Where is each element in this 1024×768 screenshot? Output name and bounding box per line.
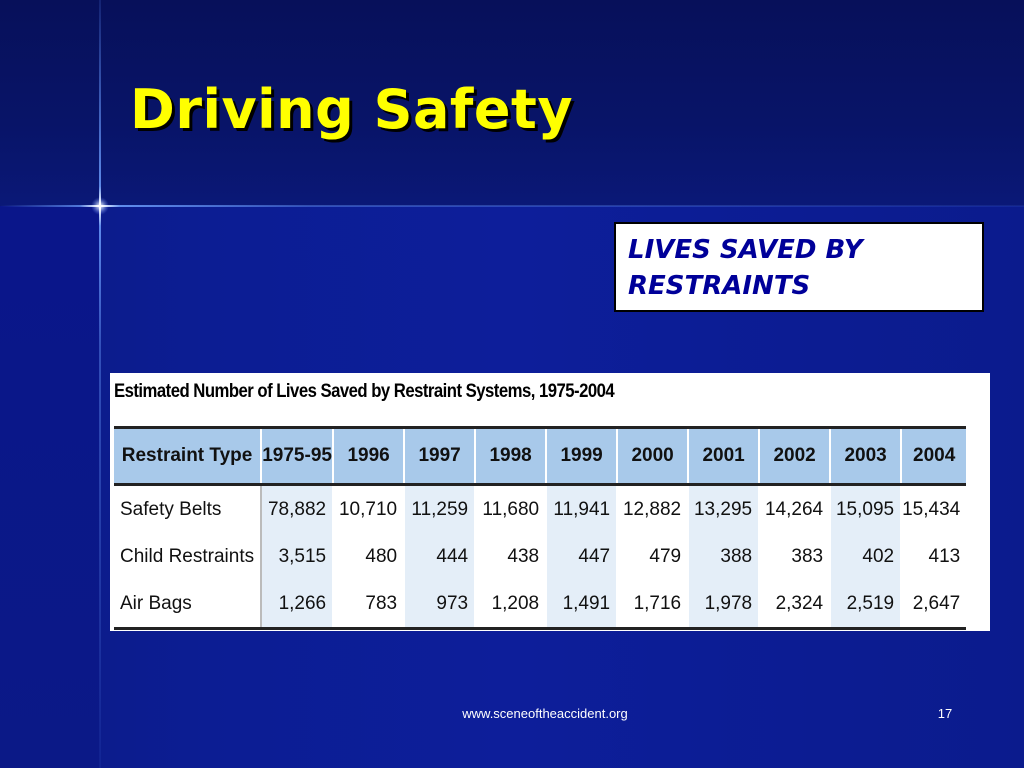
table-cell: 2,519 bbox=[830, 580, 903, 630]
table-row: Air Bags 1,266 783 973 1,208 1,491 1,716… bbox=[114, 580, 967, 630]
table-cell: 388 bbox=[688, 533, 761, 580]
table-cell: 783 bbox=[333, 580, 406, 630]
table-cell: 10,710 bbox=[333, 484, 406, 533]
column-header: 1997 bbox=[404, 426, 477, 486]
table-cell: 444 bbox=[404, 533, 477, 580]
row-label: Child Restraints bbox=[114, 533, 263, 580]
column-header: 2000 bbox=[617, 426, 690, 486]
table-panel: Estimated Number of Lives Saved by Restr… bbox=[110, 373, 990, 631]
table-cell: 15,095 bbox=[830, 484, 903, 533]
column-header: Restraint Type bbox=[114, 426, 263, 486]
lives-saved-table: Restraint Type 1975-95 1996 1997 1998 19… bbox=[114, 426, 967, 630]
table-cell: 973 bbox=[404, 580, 477, 630]
table-cell: 1,208 bbox=[475, 580, 548, 630]
sparkle-star-icon bbox=[80, 186, 120, 226]
column-header: 2004 bbox=[901, 426, 967, 486]
table-cell: 1,491 bbox=[546, 580, 619, 630]
column-header: 2001 bbox=[688, 426, 761, 486]
table-cell: 3,515 bbox=[261, 533, 335, 580]
table-cell: 11,259 bbox=[404, 484, 477, 533]
row-label: Safety Belts bbox=[114, 484, 263, 533]
column-header: 1999 bbox=[546, 426, 619, 486]
table-row: Safety Belts 78,882 10,710 11,259 11,680… bbox=[114, 484, 967, 533]
vertical-accent-line bbox=[99, 0, 101, 768]
table-cell: 383 bbox=[759, 533, 832, 580]
column-header: 1996 bbox=[333, 426, 406, 486]
column-header: 1975-95 bbox=[261, 426, 335, 486]
table-cell: 438 bbox=[475, 533, 548, 580]
table-cell: 479 bbox=[617, 533, 690, 580]
page-number: 17 bbox=[937, 706, 953, 721]
horizontal-accent-line bbox=[0, 205, 1024, 207]
column-header: 2002 bbox=[759, 426, 832, 486]
table-cell: 13,295 bbox=[688, 484, 761, 533]
table-cell: 14,264 bbox=[759, 484, 832, 533]
slide-title: Driving Safety bbox=[130, 78, 574, 141]
table-row: Child Restraints 3,515 480 444 438 447 4… bbox=[114, 533, 967, 580]
row-label: Air Bags bbox=[114, 580, 263, 630]
table-cell: 2,324 bbox=[759, 580, 832, 630]
table-cell: 402 bbox=[830, 533, 903, 580]
table-cell: 78,882 bbox=[261, 484, 335, 533]
column-header: 2003 bbox=[830, 426, 903, 486]
table-cell: 12,882 bbox=[617, 484, 690, 533]
table-caption: Estimated Number of Lives Saved by Restr… bbox=[114, 381, 615, 402]
table-cell: 15,434 bbox=[901, 484, 967, 533]
callout-text: LIVES SAVED BY RESTRAINTS bbox=[628, 235, 863, 301]
table-header-row: Restraint Type 1975-95 1996 1997 1998 19… bbox=[114, 426, 967, 486]
table-cell: 11,941 bbox=[546, 484, 619, 533]
footer-url: www.sceneoftheaccident.org bbox=[462, 706, 628, 721]
callout-box: LIVES SAVED BY RESTRAINTS bbox=[614, 222, 984, 312]
column-header: 1998 bbox=[475, 426, 548, 486]
left-band bbox=[0, 206, 100, 768]
table-cell: 2,647 bbox=[901, 580, 967, 630]
table-cell: 413 bbox=[901, 533, 967, 580]
table-cell: 447 bbox=[546, 533, 619, 580]
table-cell: 1,716 bbox=[617, 580, 690, 630]
table-cell: 11,680 bbox=[475, 484, 548, 533]
table-cell: 1,978 bbox=[688, 580, 761, 630]
table-cell: 480 bbox=[333, 533, 406, 580]
table-cell: 1,266 bbox=[261, 580, 335, 630]
title-band bbox=[0, 0, 1024, 206]
